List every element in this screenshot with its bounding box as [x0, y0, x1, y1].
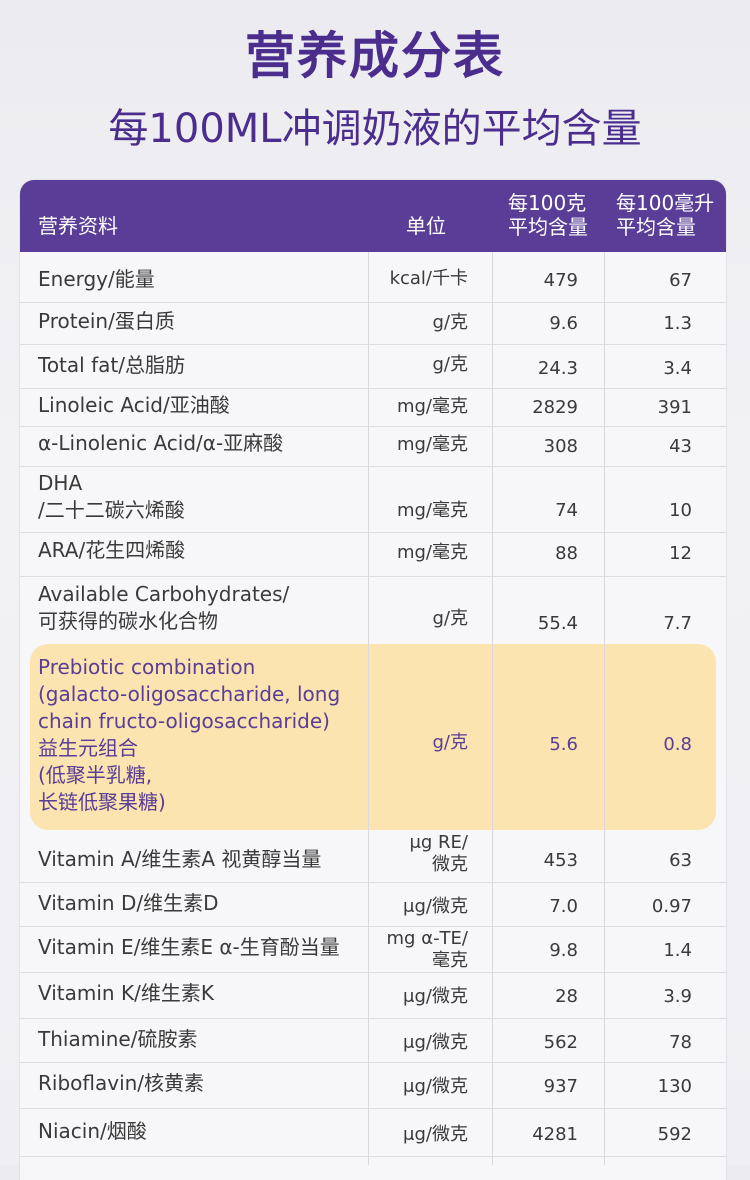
value-per-100g: 88 — [555, 543, 578, 564]
value-per-100g: 74 — [555, 500, 578, 521]
nutrient-name: DHA /二十二碳六烯酸 — [38, 471, 185, 522]
value-per-100g: 562 — [543, 1032, 578, 1053]
value-per-100g: 453 — [543, 850, 578, 871]
nutrient-unit: mg α-TE/ 毫克 — [386, 928, 468, 971]
table-row: Prebiotic combination (galacto-oligosacc… — [20, 644, 726, 830]
value-per-100ml: 7.7 — [663, 613, 692, 634]
value-per-100g: 479 — [543, 270, 578, 291]
nutrient-unit: g/克 — [432, 312, 469, 333]
value-per-100g: 9.8 — [549, 940, 578, 961]
value-per-100g: 5.6 — [549, 734, 578, 755]
table-row: Vitamin K/维生素K μg/微克 28 3.9 — [20, 972, 726, 1019]
value-per-100g: 55.4 — [537, 613, 578, 634]
nutrient-name: Vitamin E/维生素E α-生育酚当量 — [38, 935, 340, 959]
nutrient-name: Total fat/总脂肪 — [38, 353, 185, 377]
value-per-100ml: 391 — [657, 397, 692, 418]
nutrient-name: Protein/蛋白质 — [38, 309, 175, 333]
nutrient-unit: mg/毫克 — [396, 434, 468, 455]
value-per-100ml: 0.97 — [651, 896, 692, 917]
value-per-100ml: 10 — [669, 500, 692, 521]
value-per-100ml: 3.9 — [663, 986, 692, 1007]
nutrient-name: ARA/花生四烯酸 — [38, 538, 186, 562]
nutrient-unit: g/克 — [432, 354, 469, 375]
header-per-100ml: 每100毫升 平均含量 — [616, 191, 715, 239]
nutrient-name: Thiamine/硫胺素 — [38, 1027, 198, 1051]
table-row: Vitamin A/维生素A 视黄醇当量 μg RE/ 微克 453 63 — [20, 830, 726, 883]
value-per-100g: 937 — [543, 1076, 578, 1097]
nutrient-unit: mg/毫克 — [396, 396, 468, 417]
nutrient-name: Vitamin K/维生素K — [38, 981, 214, 1005]
nutrient-name: Available Carbohydrates/ 可获得的碳水化合物 — [38, 582, 290, 633]
nutrient-name: Energy/能量 — [38, 267, 155, 291]
nutrient-unit: μg/微克 — [403, 896, 468, 917]
table-row: Energy/能量 kcal/千卡 479 67 — [20, 258, 726, 303]
nutrient-unit: mg/毫克 — [396, 542, 468, 563]
nutrient-unit: μg RE/ 微克 — [409, 832, 468, 875]
nutrient-name: α-Linolenic Acid/α-亚麻酸 — [38, 431, 284, 455]
table-row: Vitamin E/维生素E α-生育酚当量 mg α-TE/ 毫克 9.8 1.4 — [20, 926, 726, 973]
value-per-100ml: 130 — [657, 1076, 692, 1097]
table-header: 营养资料 单位 每100克 平均含量 每100毫升 平均含量 — [20, 180, 726, 252]
table-row: Protein/蛋白质 g/克 9.6 1.3 — [20, 302, 726, 345]
table-row: Available Carbohydrates/ 可获得的碳水化合物 g/克 55.… — [20, 576, 726, 644]
nutrient-unit: mg/毫克 — [396, 500, 468, 521]
table-row: DHA /二十二碳六烯酸 mg/毫克 74 10 — [20, 466, 726, 533]
nutrient-name: Linoleic Acid/亚油酸 — [38, 393, 230, 417]
nutrient-unit: g/克 — [432, 732, 469, 753]
value-per-100g: 24.3 — [537, 358, 578, 379]
header-name: 营养资料 — [38, 214, 118, 238]
value-per-100g: 308 — [543, 436, 578, 457]
nutrient-unit: μg/微克 — [403, 986, 468, 1007]
value-per-100ml: 12 — [669, 543, 692, 564]
header-per-100g: 每100克 平均含量 — [508, 191, 588, 239]
value-per-100ml: 0.8 — [663, 734, 692, 755]
value-per-100g: 28 — [555, 986, 578, 1007]
nutrient-unit: kcal/千卡 — [389, 268, 468, 289]
value-per-100g: 9.6 — [549, 313, 578, 334]
nutrient-unit: μg/微克 — [403, 1124, 468, 1145]
page-title: 营养成分表 — [245, 27, 505, 85]
value-per-100ml: 63 — [669, 850, 692, 871]
nutrient-name: Prebiotic combination (galacto-oligosacc… — [38, 655, 341, 814]
header-unit: 单位 — [406, 214, 446, 238]
table-row: Total fat/总脂肪 g/克 24.3 3.4 — [20, 344, 726, 389]
table-row: Linoleic Acid/亚油酸 mg/毫克 2829 391 — [20, 388, 726, 427]
table-row: Riboflavin/核黄素 μg/微克 937 130 — [20, 1062, 726, 1109]
value-per-100ml: 67 — [669, 270, 692, 291]
nutrient-unit: μg/微克 — [403, 1032, 468, 1053]
nutrient-unit: μg/微克 — [403, 1076, 468, 1097]
value-per-100ml: 43 — [669, 436, 692, 457]
prebiotic-highlight — [30, 644, 716, 830]
page-subtitle: 每100ML冲调奶液的平均含量 — [108, 106, 642, 152]
value-per-100ml: 1.3 — [663, 313, 692, 334]
value-per-100g: 4281 — [532, 1124, 578, 1145]
nutrient-name: Riboflavin/核黄素 — [38, 1071, 205, 1095]
table-row: Thiamine/硫胺素 μg/微克 562 78 — [20, 1018, 726, 1063]
value-per-100ml: 1.4 — [663, 940, 692, 961]
column-divider — [492, 252, 493, 1165]
value-per-100ml: 3.4 — [663, 358, 692, 379]
table-row: Niacin/烟酸 μg/微克 4281 592 — [20, 1108, 726, 1157]
table-row: Vitamin D/维生素D μg/微克 7.0 0.97 — [20, 882, 726, 927]
column-divider — [368, 252, 369, 1165]
table-row: ARA/花生四烯酸 mg/毫克 88 12 — [20, 532, 726, 577]
nutrient-name: Vitamin A/维生素A 视黄醇当量 — [38, 847, 322, 871]
value-per-100ml: 78 — [669, 1032, 692, 1053]
value-per-100g: 7.0 — [549, 896, 578, 917]
value-per-100ml: 592 — [657, 1124, 692, 1145]
table-row: α-Linolenic Acid/α-亚麻酸 mg/毫克 308 43 — [20, 426, 726, 467]
nutrient-name: Vitamin D/维生素D — [38, 891, 219, 915]
nutrient-name: Niacin/烟酸 — [38, 1119, 147, 1143]
value-per-100g: 2829 — [532, 397, 578, 418]
nutrient-unit: g/克 — [432, 608, 469, 629]
column-divider — [604, 252, 605, 1165]
